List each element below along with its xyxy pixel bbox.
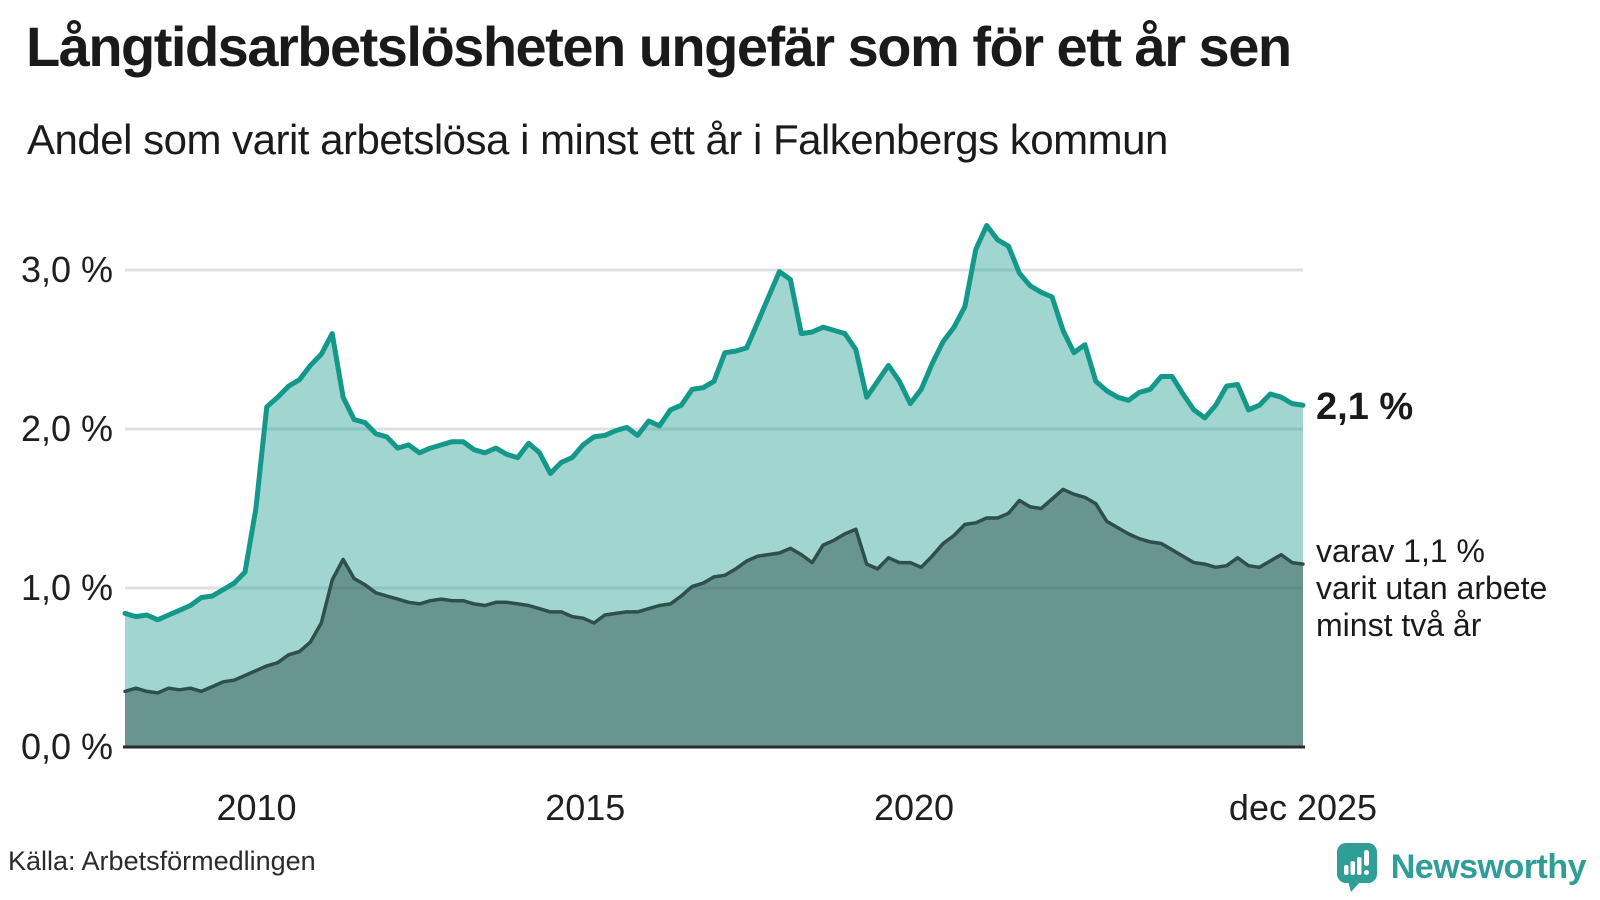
area-fill-total xyxy=(125,225,1303,747)
newsworthy-wordmark: Newsworthy xyxy=(1390,847,1587,886)
area-fill-two-years xyxy=(125,489,1303,747)
secondary-annotation-line: minst två år xyxy=(1316,607,1482,643)
secondary-annotation-line: varit utan arbete xyxy=(1316,570,1548,606)
x-tick-label: 2020 xyxy=(874,787,954,828)
y-axis-labels: 0,0 % 1,0 % 2,0 % 3,0 % xyxy=(21,249,113,767)
y-tick-label: 3,0 % xyxy=(21,249,113,290)
series-line-two-years xyxy=(123,487,1305,695)
page-title: Långtidsarbetslösheten ungefär som för e… xyxy=(26,15,1292,78)
x-tick-label: 2015 xyxy=(545,787,625,828)
source-note: Källa: Arbetsförmedlingen xyxy=(8,846,316,876)
newsworthy-bubble-chart-icon xyxy=(1336,843,1377,892)
gridlines xyxy=(125,268,1303,590)
y-tick-label: 2,0 % xyxy=(21,408,113,449)
series-line-total xyxy=(122,223,1306,623)
y-tick-label: 0,0 % xyxy=(21,726,113,767)
secondary-annotation-line: varav 1,1 % xyxy=(1316,533,1485,569)
newsworthy-logo: Newsworthy xyxy=(1336,842,1587,892)
latest-value-label: 2,1 % xyxy=(1316,386,1414,428)
x-tick-label: 2010 xyxy=(216,787,296,828)
secondary-annotation: varav 1,1 % varit utan arbete minst två … xyxy=(1316,533,1547,644)
x-tick-label: dec 2025 xyxy=(1229,787,1377,828)
y-tick-label: 1,0 % xyxy=(21,567,113,608)
x-axis-labels: 2010 2015 2020 dec 2025 xyxy=(216,787,1377,828)
page-subtitle: Andel som varit arbetslösa i minst ett å… xyxy=(27,116,1168,163)
